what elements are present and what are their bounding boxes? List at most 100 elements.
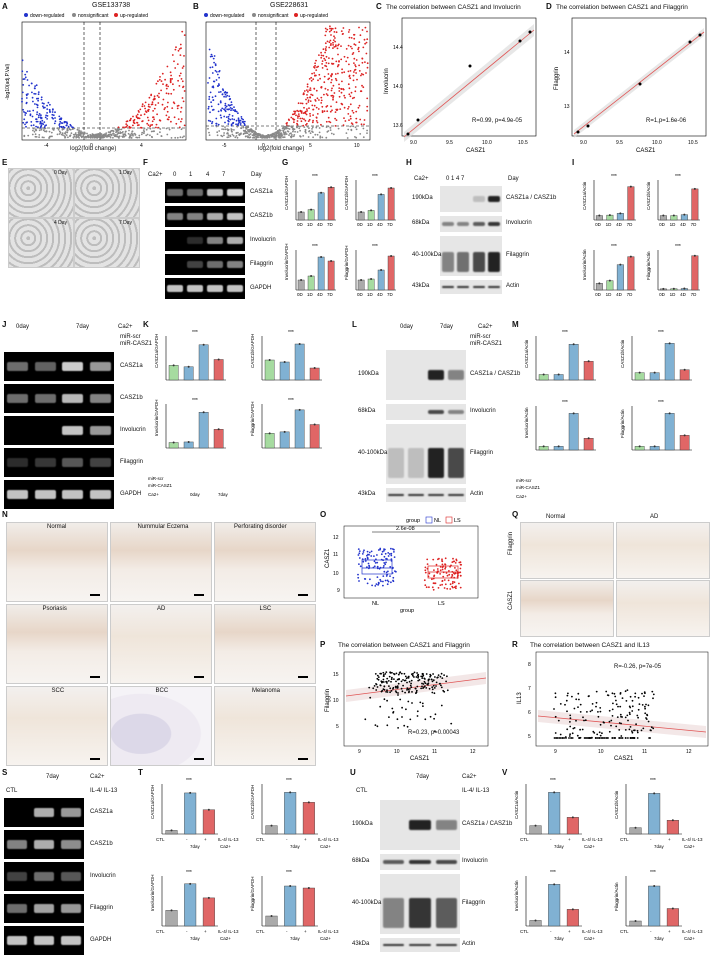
scatter-point [403,672,406,675]
volcano-point [307,99,310,102]
volcano-point [341,80,343,83]
volcano-point [31,96,34,99]
t-ca: Ca2+ [320,844,331,849]
volcano-point [147,109,149,112]
volcano-point [78,137,80,139]
bar-cat-label: 7D [327,292,334,297]
volcano-point [362,136,365,139]
volcano-point [341,71,343,74]
volcano-point [320,123,322,126]
volcano-point [32,109,35,112]
box-point [383,555,386,558]
wb-band [436,860,458,864]
volcano-point [332,41,334,44]
volcano-point [126,124,129,127]
volcano-point [231,128,233,131]
volcano-point [312,119,314,122]
volcano-point [298,127,301,130]
ihc-normal [6,522,108,602]
volcano-point [146,133,149,136]
scatter-point [364,718,367,721]
bar-point [207,896,210,899]
q-row-filaggrin: Filaggrin [508,531,514,555]
wb-marker: 40-100kDa [412,252,442,258]
bar [583,361,594,381]
gel-band [33,936,55,945]
gel-band [7,362,29,371]
panel-label-c: C [376,2,382,11]
volcano-point [38,136,40,139]
scatter-point [374,673,377,675]
volcano-point [22,121,25,124]
volcano-point [237,117,240,120]
volcano-point [305,102,308,105]
volcano-point [34,85,36,87]
scatter-point [561,737,564,739]
volcano-point [350,122,353,124]
volcano-point [63,120,66,123]
volcano-point [261,137,263,139]
box-point [393,548,395,551]
box-point [394,570,396,572]
volcano-point [357,46,360,49]
sig-mark: *** [372,174,378,180]
volcano-point [211,96,214,99]
f-ca: Ca2+ [148,172,163,178]
bar [213,359,224,381]
scatter-point [568,737,570,739]
scatter-point [416,685,419,688]
scale-bar [90,758,100,760]
volcano-point [327,89,329,91]
v-day7: 7day [554,936,565,941]
volcano-point [332,98,334,101]
box-point [366,566,368,569]
volcano-point [27,93,29,95]
svg-text:0: 0 [262,143,265,149]
panel-p-title: The correlation between CASZ1 and Filagg… [338,642,470,649]
volcano-point [98,135,100,138]
volcano-point [347,83,350,86]
volcano-point [165,114,168,117]
volcano-point [236,136,239,139]
volcano-point [311,128,313,130]
box-point [384,548,386,551]
ihc-filaggrin-normal [520,522,614,579]
scatter-point [554,696,557,699]
volcano-point [251,131,253,134]
volcano-point [73,127,76,130]
box-point [373,560,376,563]
bar-point [671,907,674,910]
box-point [374,585,377,587]
volcano-point [354,44,357,46]
volcano-point [302,93,305,96]
volcano-point [117,126,120,129]
scatter-point [608,720,611,723]
volcano-point [36,111,39,113]
volcano-point [159,76,161,78]
micrograph-1day [74,168,140,218]
wb-label: CASZ1a / CASZ1b [462,821,513,827]
volcano-point [285,133,288,135]
box-point [359,565,362,568]
volcano-point [121,135,124,138]
v-treat: IL-4/ IL-13 [582,837,603,842]
bar [387,187,395,221]
volcano-point [353,57,356,60]
volcano-point [319,135,322,138]
volcano-point [87,134,90,137]
volcano-point [304,119,307,122]
scatter-point [432,679,435,682]
volcano-point [230,109,232,112]
volcano-point [183,124,186,127]
scatter-point [420,687,422,690]
wb-strip-actin [440,280,502,294]
volcano-point [170,92,173,95]
volcano-point [170,137,173,139]
scatter-point [441,677,444,679]
box-point [435,563,438,566]
box-point [390,552,393,555]
volcano-point [127,132,130,135]
volcano-point [309,96,311,99]
volcano-point [209,111,211,114]
volcano-point [334,125,337,127]
